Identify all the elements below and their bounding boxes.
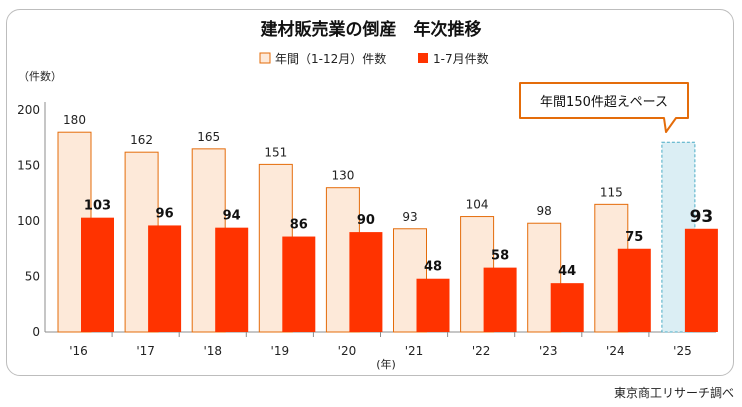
jan-jul-data-label: 96: [156, 206, 174, 221]
jan-jul-bar: [349, 232, 383, 332]
jan-jul-bar: [215, 227, 249, 332]
jan-jul-data-label: 58: [491, 249, 509, 264]
jan-jul-bar: [416, 278, 450, 332]
jan-jul-data-label: 93: [690, 207, 714, 227]
annual-data-label: 180: [63, 113, 86, 127]
jan-jul-bar: [550, 283, 584, 332]
x-tick-label: '19: [271, 344, 290, 358]
legend-label-annual: 年間（1-12月）件数: [275, 51, 386, 66]
annual-data-label: 130: [331, 169, 354, 183]
y-tick-label: 200: [17, 103, 40, 117]
y-tick-label: 0: [32, 325, 40, 339]
jan-jul-data-label: 48: [424, 260, 442, 275]
x-axis-label: (年): [376, 357, 396, 371]
y-axis-label: （件数）: [18, 70, 62, 83]
source-note: 東京商工リサーチ調べ: [613, 386, 734, 400]
annual-data-label: 98: [537, 204, 552, 218]
y-tick-label: 100: [17, 214, 40, 228]
jan-jul-bar: [684, 228, 718, 332]
jan-jul-bar: [282, 236, 316, 332]
x-tick-label: '24: [606, 344, 625, 358]
jan-jul-data-label: 75: [625, 230, 643, 245]
jan-jul-data-label: 94: [223, 209, 241, 224]
legend-swatch-jan-jul: [418, 53, 428, 63]
legend-swatch-annual: [259, 52, 271, 64]
jan-jul-bar: [483, 267, 517, 332]
x-tick-label: '23: [539, 344, 558, 358]
y-tick-label: 50: [25, 270, 40, 284]
projection-callout-label: 年間150件超えペース: [540, 95, 668, 110]
annual-data-label: 162: [130, 133, 153, 147]
projection-callout-box: [519, 82, 689, 133]
x-tick-label: '22: [472, 344, 491, 358]
y-tick-label: 150: [17, 159, 40, 173]
jan-jul-data-label: 44: [558, 264, 576, 279]
jan-jul-data-label: 103: [84, 199, 111, 214]
jan-jul-data-label: 90: [357, 213, 375, 228]
x-tick-label: '17: [136, 344, 155, 358]
jan-jul-bar: [617, 248, 651, 332]
x-tick-label: '16: [69, 344, 88, 358]
chart-title: 建材販売業の倒産 年次推移: [261, 19, 482, 40]
jan-jul-data-label: 86: [290, 218, 308, 233]
jan-jul-bar: [148, 225, 182, 332]
x-tick-label: '18: [203, 344, 222, 358]
annual-data-label: 115: [600, 185, 623, 199]
x-tick-label: '25: [673, 344, 692, 358]
annual-data-label: 104: [466, 198, 489, 212]
x-tick-label: '20: [338, 344, 357, 358]
annual-data-label: 151: [264, 145, 287, 159]
x-tick-label: '21: [405, 344, 424, 358]
jan-jul-bar: [81, 217, 114, 332]
annual-data-label: 165: [197, 130, 220, 144]
legend-label-jan-jul: 1-7月件数: [433, 51, 489, 66]
annual-data-label: 93: [402, 210, 417, 224]
